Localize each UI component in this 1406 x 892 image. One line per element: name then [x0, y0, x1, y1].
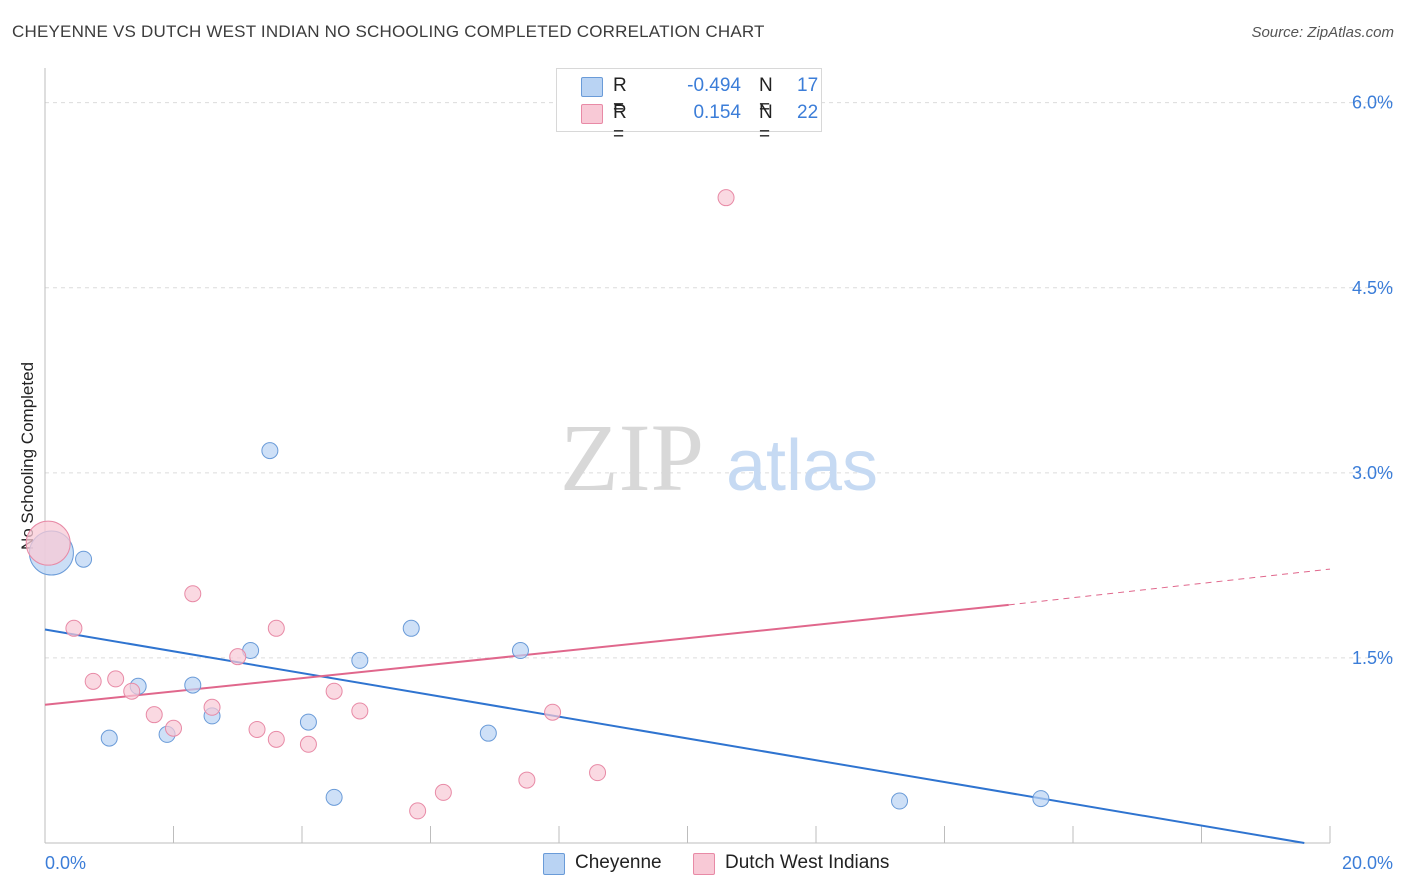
dutch-point [434, 783, 452, 801]
dutch-point [184, 585, 202, 603]
cheyenne-point [1032, 790, 1050, 808]
trend-lines [44, 568, 1331, 844]
stats-legend: R = -0.494 N = 17 R = 0.154 N = 22 [556, 68, 822, 145]
cheyenne-point [261, 442, 279, 460]
n-label: N = [759, 75, 773, 118]
dutch-point [165, 719, 182, 737]
dutch-point [65, 619, 83, 637]
dutch-swatch [693, 853, 715, 875]
dutch-point [248, 720, 266, 738]
dutch-point [589, 764, 607, 782]
dutch-point [351, 702, 369, 720]
dutch-point [409, 802, 427, 820]
watermark: ZIP atlas [560, 404, 878, 511]
watermark-atlas: atlas [726, 426, 878, 506]
dutch-point [25, 520, 71, 566]
dutch-point [299, 735, 317, 753]
n-label: N = [759, 102, 773, 145]
dutch-point [107, 670, 125, 688]
cheyenne-point [479, 724, 497, 742]
cheyenne-swatch [581, 77, 603, 97]
dutch-point [123, 682, 141, 700]
x-tick-label-max: 20.0% [1342, 853, 1393, 873]
r-value: -0.494 [687, 75, 741, 96]
cheyenne-point [351, 651, 369, 669]
legend-item-cheyenne: Cheyenne [543, 852, 673, 876]
legend-item-dutch-west-indians: Dutch West Indians [693, 852, 913, 876]
dutch-point [518, 771, 536, 789]
cheyenne-point [402, 619, 420, 637]
cheyenne-point [511, 642, 529, 660]
n-value: 22 [797, 102, 819, 123]
cheyenne-point [891, 792, 909, 810]
dutch-swatch [581, 104, 603, 124]
dutch-point [203, 698, 221, 716]
cheyenne-point [325, 788, 343, 806]
y-tick-label: 4.5% [1352, 278, 1393, 298]
dutch-point [84, 672, 102, 690]
chart-title: CHEYENNE VS DUTCH WEST INDIAN NO SCHOOLI… [12, 22, 765, 41]
r-value: 0.154 [693, 102, 741, 123]
watermark-zip: ZIP [560, 404, 704, 511]
data-points [25, 189, 1050, 820]
r-label: R = [613, 102, 627, 145]
grid-lines [45, 102, 1395, 659]
cheyenne-swatch [543, 853, 565, 875]
dutch-point [717, 189, 735, 207]
source-credit: Source: ZipAtlas.com [1251, 24, 1394, 41]
dutch-point [544, 703, 562, 721]
y-tick-label: 6.0% [1352, 93, 1393, 113]
legend-label: Cheyenne [575, 852, 662, 873]
cheyenne-point [75, 550, 93, 568]
dutch-point [325, 682, 343, 700]
tick-labels: 1.5% 3.0% 4.5% 6.0% 0.0% 20.0% [45, 93, 1393, 873]
x-tick-label-min: 0.0% [45, 853, 86, 873]
y-tick-label: 1.5% [1352, 648, 1393, 668]
y-tick-label: 3.0% [1352, 463, 1393, 483]
legend-label: Dutch West Indians [725, 852, 890, 873]
axes [44, 68, 1331, 844]
dutch-trend-extension [1008, 568, 1331, 606]
dutch-point [229, 648, 247, 666]
dutch-point [267, 730, 285, 748]
cheyenne-trend-line [44, 628, 1305, 844]
dutch-point [267, 619, 285, 637]
cheyenne-point [299, 713, 317, 731]
n-value: 17 [797, 75, 819, 96]
r-label: R = [613, 75, 627, 118]
cheyenne-point [184, 676, 202, 694]
dutch-point [145, 706, 163, 724]
cheyenne-point [100, 729, 118, 747]
